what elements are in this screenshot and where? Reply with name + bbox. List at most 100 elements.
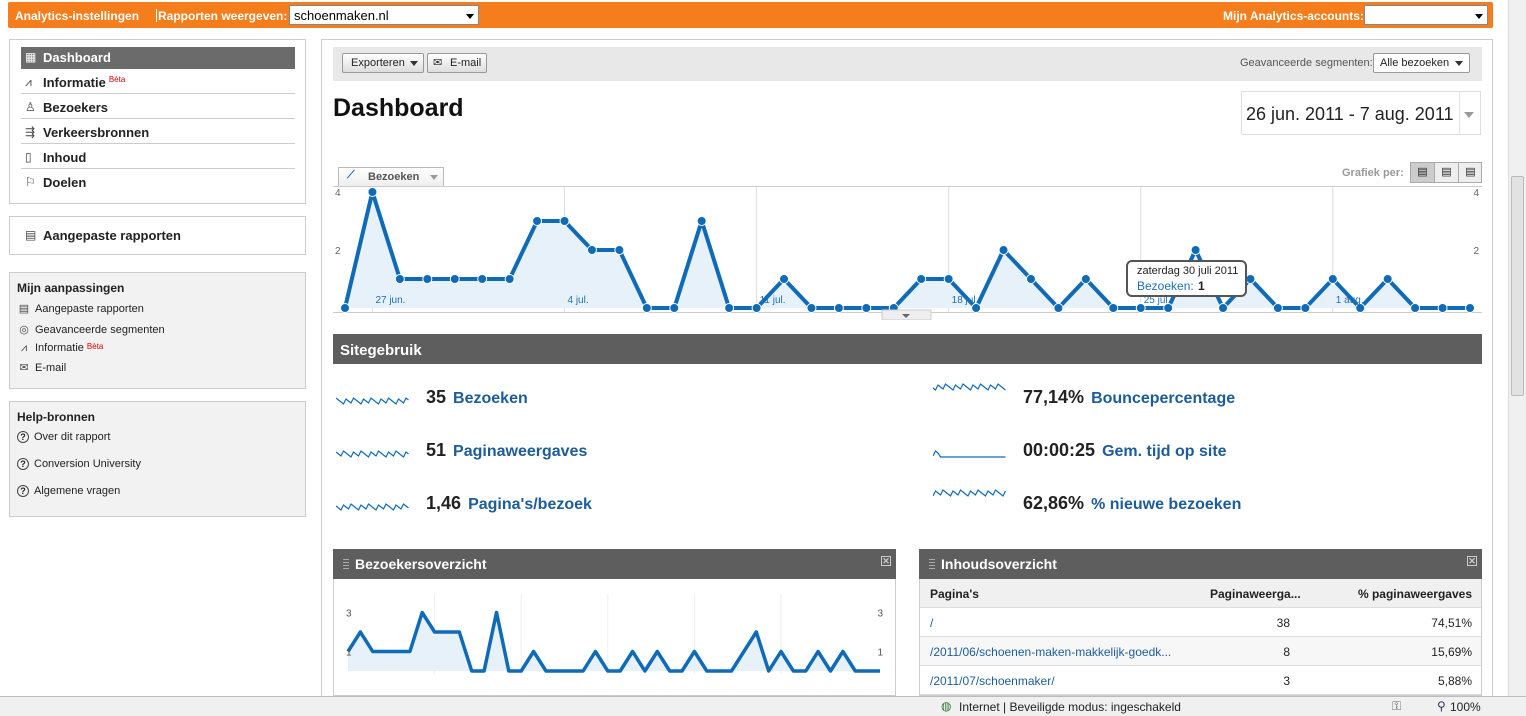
toolbar: Exporteren ✉ E-mail Geavanceerde segmente… <box>333 47 1482 81</box>
metric-link[interactable]: Paginaweergaves <box>453 443 588 460</box>
lock-icon[interactable]: ⚿ <box>1392 699 1402 713</box>
data-point[interactable] <box>1190 245 1201 255</box>
metric-link[interactable]: Pagina's/bezoek <box>468 496 592 513</box>
page-link[interactable]: /2011/07/schoenmaker/ <box>930 674 1055 688</box>
data-point[interactable] <box>1218 303 1229 313</box>
week-view-icon[interactable]: ▤ <box>1435 163 1459 182</box>
data-point[interactable] <box>532 216 543 226</box>
data-point[interactable] <box>1108 303 1119 313</box>
metric-2: 51 Paginaweergaves <box>336 431 836 461</box>
page-link[interactable]: /2011/06/schoenen-maken-makkelijk-goedk.… <box>930 645 1172 659</box>
data-point[interactable] <box>696 216 707 226</box>
data-point[interactable] <box>1437 303 1448 313</box>
help-faq-link[interactable]: ? Algemene vragen <box>17 485 120 497</box>
nav-custom-reports[interactable]: ▤ Aangepaste rapporten <box>25 228 181 243</box>
data-point[interactable] <box>971 303 982 313</box>
y-tick-label: 4 <box>335 188 341 199</box>
data-point[interactable] <box>779 274 790 284</box>
metric-link[interactable]: Bezoeken <box>453 390 528 407</box>
data-point[interactable] <box>504 274 515 284</box>
metric-link[interactable]: Bouncepercentage <box>1091 390 1236 407</box>
sparkline-icon <box>336 503 409 511</box>
data-point[interactable] <box>1300 303 1311 313</box>
x-tick-label: 1 aug. <box>1336 295 1364 306</box>
data-point[interactable] <box>751 303 762 313</box>
data-point[interactable] <box>1355 303 1366 313</box>
data-point[interactable] <box>340 303 350 313</box>
data-point[interactable] <box>806 303 817 313</box>
data-point[interactable] <box>559 216 570 226</box>
data-point[interactable] <box>916 274 927 284</box>
help-about-link[interactable]: ? Over dit rapport <box>17 431 110 443</box>
page-link[interactable]: / <box>930 616 934 630</box>
data-point[interactable] <box>1053 303 1064 313</box>
drag-handle-icon[interactable] <box>343 559 349 569</box>
data-point[interactable] <box>669 303 680 313</box>
analytics-settings-link[interactable]: Analytics-instellingen <box>15 9 140 23</box>
vertical-scrollbar[interactable] <box>1508 0 1526 696</box>
advanced-segments-link[interactable]: ◎ Geavanceerde segmenten <box>17 323 164 336</box>
metric-link[interactable]: Gem. tijd op site <box>1102 443 1227 460</box>
chevron-down-icon <box>430 175 438 180</box>
data-point[interactable] <box>477 274 488 284</box>
globe-icon: ◍ <box>941 699 952 713</box>
data-point[interactable] <box>1327 274 1338 284</box>
tooltip-date: zaterdag 30 juli 2011 <box>1137 265 1239 277</box>
metric-link[interactable]: % nieuwe bezoeken <box>1091 496 1242 513</box>
data-point[interactable] <box>449 274 460 284</box>
close-icon[interactable]: ✕ <box>881 556 891 566</box>
data-point[interactable] <box>943 274 954 284</box>
data-point[interactable] <box>641 303 652 313</box>
export-button[interactable]: Exporteren <box>342 53 424 73</box>
data-point[interactable] <box>422 274 433 284</box>
x-tick-label: 25 jul. <box>1144 295 1171 306</box>
close-icon[interactable]: ✕ <box>1467 556 1477 566</box>
custom-reports-link[interactable]: ▤ Aangepaste rapporten <box>18 303 144 315</box>
data-point[interactable] <box>833 303 844 313</box>
data-point[interactable] <box>1135 303 1146 313</box>
data-point[interactable] <box>1245 274 1256 284</box>
email-link[interactable]: ✉ E-mail <box>17 361 66 374</box>
data-point[interactable] <box>586 245 597 255</box>
data-point[interactable] <box>1163 303 1174 313</box>
data-point[interactable] <box>998 245 1009 255</box>
data-point[interactable] <box>367 187 378 197</box>
account-select[interactable] <box>1364 5 1488 25</box>
drag-handle-icon[interactable] <box>929 559 935 569</box>
data-point[interactable] <box>1410 303 1421 313</box>
scrollbar-thumb[interactable] <box>1511 176 1524 396</box>
nav-bezoekers[interactable]: ♙ Bezoekers <box>21 97 295 119</box>
data-point[interactable] <box>724 303 735 313</box>
nav-verkeersbronnen[interactable]: ⇶ Verkeersbronnen <box>21 122 295 144</box>
data-point[interactable] <box>1382 274 1393 284</box>
nav-informatie[interactable]: ⩘ Informatie Bèta <box>21 72 295 94</box>
nav-dashboard[interactable]: ▦ Dashboard <box>21 47 295 69</box>
site-select[interactable]: schoenmaken.nl <box>289 5 479 25</box>
email-button[interactable]: ✉ E-mail <box>427 53 487 73</box>
data-point[interactable] <box>1465 303 1475 313</box>
data-point[interactable] <box>1272 303 1283 313</box>
metric-select[interactable]: ⟋ Bezoeken <box>338 167 444 186</box>
intelligence-link[interactable]: ⩘ Informatie Bèta <box>17 342 104 355</box>
y-tick-label: 1 <box>346 648 352 659</box>
data-point[interactable] <box>394 274 405 284</box>
nav-doelen[interactable]: ⚐ Doelen <box>25 175 87 190</box>
series-line <box>346 610 880 673</box>
graph-per-label: Grafiek per: <box>1342 167 1404 179</box>
customizations-title: Mijn aanpassingen <box>17 281 125 295</box>
sparkline-icon: ⩘ <box>25 75 32 89</box>
segment-select[interactable]: Alle bezoeken <box>1373 53 1470 73</box>
data-point[interactable] <box>1025 274 1036 284</box>
day-view-icon[interactable]: ▤ <box>1411 163 1435 182</box>
zoom-level[interactable]: 100% <box>1450 700 1481 714</box>
month-view-icon[interactable]: ▤ <box>1465 166 1476 178</box>
data-point[interactable] <box>614 245 625 255</box>
date-range-picker[interactable]: 26 jun. 2011 - 7 aug. 2011 <box>1241 91 1481 135</box>
chevron-down-icon <box>466 14 474 19</box>
nav-inhoud[interactable]: ▯ Inhoud <box>21 147 295 169</box>
metric-4: 1,46 Pagina's/bezoek <box>336 484 836 514</box>
data-point[interactable] <box>861 303 872 313</box>
traffic-icon: ⇶ <box>25 125 36 139</box>
data-point[interactable] <box>1080 274 1091 284</box>
help-conversion-university-link[interactable]: ? Conversion University <box>17 458 141 470</box>
